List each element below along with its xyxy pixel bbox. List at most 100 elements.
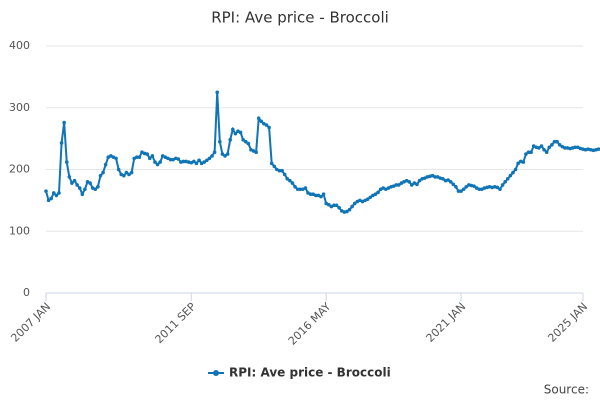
point: [529, 150, 533, 155]
point: [129, 170, 134, 175]
point: [503, 180, 507, 184]
point: [513, 167, 518, 172]
point: [147, 156, 152, 161]
point: [500, 183, 505, 187]
point: [256, 116, 261, 121]
point: [282, 172, 287, 177]
point: [67, 175, 72, 179]
point: [238, 130, 243, 135]
point: [223, 154, 227, 158]
point: [243, 139, 248, 144]
point: [228, 138, 232, 142]
point: [326, 202, 331, 207]
point: [334, 203, 339, 208]
x-tick-label: 2021 JAN: [424, 300, 469, 345]
point: [210, 154, 214, 158]
point: [277, 168, 282, 173]
point: [181, 159, 186, 164]
point: [498, 187, 502, 192]
point: [54, 193, 59, 198]
point: [264, 123, 269, 127]
point: [272, 164, 277, 169]
point: [59, 141, 64, 145]
point: [394, 183, 399, 187]
point: [134, 155, 139, 159]
point: [88, 181, 92, 185]
point: [521, 160, 526, 164]
x-tick-label: 2011 SEP: [153, 300, 199, 346]
point: [477, 187, 482, 192]
point: [155, 162, 160, 167]
x-tick-label: 2016 MAY: [286, 300, 334, 348]
point: [539, 144, 544, 148]
point: [267, 125, 271, 130]
point: [441, 176, 445, 181]
point: [319, 194, 323, 199]
point: [373, 192, 378, 196]
point: [347, 207, 352, 212]
point: [454, 184, 458, 189]
point: [337, 205, 341, 210]
chart-title: RPI: Ave price - Broccoli: [211, 9, 389, 27]
point: [124, 170, 129, 175]
point: [542, 147, 546, 152]
point: [44, 189, 48, 193]
point: [202, 160, 207, 164]
legend-label: RPI: Ave price - Broccoli: [229, 366, 391, 380]
x-tick-label: 2007 JAN: [8, 300, 53, 345]
point: [77, 186, 82, 190]
point: [230, 127, 235, 132]
point: [557, 143, 562, 147]
point: [313, 193, 318, 198]
point: [168, 157, 173, 162]
point: [537, 146, 541, 150]
point: [417, 178, 422, 183]
point: [212, 150, 217, 155]
y-tick-label: 100: [9, 224, 30, 237]
point: [241, 138, 245, 142]
point: [352, 201, 357, 206]
point: [563, 146, 567, 150]
point: [332, 203, 336, 208]
point: [225, 152, 230, 156]
point: [62, 120, 66, 125]
y-tick-label: 200: [9, 163, 30, 176]
point: [448, 180, 453, 184]
point: [83, 187, 87, 192]
point: [285, 176, 290, 181]
point: [150, 154, 155, 158]
point: [446, 178, 450, 182]
point: [295, 187, 300, 192]
point: [207, 156, 212, 161]
point: [116, 167, 121, 172]
legend-marker: [213, 370, 219, 376]
point: [259, 119, 264, 124]
y-tick-label: 400: [9, 39, 30, 52]
point: [524, 152, 528, 156]
point: [368, 195, 373, 200]
point: [153, 160, 157, 164]
point: [98, 173, 103, 178]
point: [101, 170, 105, 175]
point: [552, 139, 557, 144]
point: [269, 161, 274, 166]
point: [298, 187, 303, 192]
point: [544, 150, 549, 155]
point: [508, 173, 513, 178]
point: [122, 173, 126, 178]
point: [137, 155, 142, 159]
point: [456, 189, 461, 193]
point: [205, 158, 209, 163]
point: [350, 204, 354, 209]
point: [397, 183, 401, 187]
point: [192, 159, 196, 164]
point: [461, 187, 466, 192]
point: [345, 209, 349, 214]
source-label: Source:: [544, 383, 589, 397]
point: [254, 150, 258, 155]
point: [451, 182, 456, 187]
point: [96, 184, 100, 189]
point: [550, 143, 554, 147]
point: [293, 184, 297, 189]
